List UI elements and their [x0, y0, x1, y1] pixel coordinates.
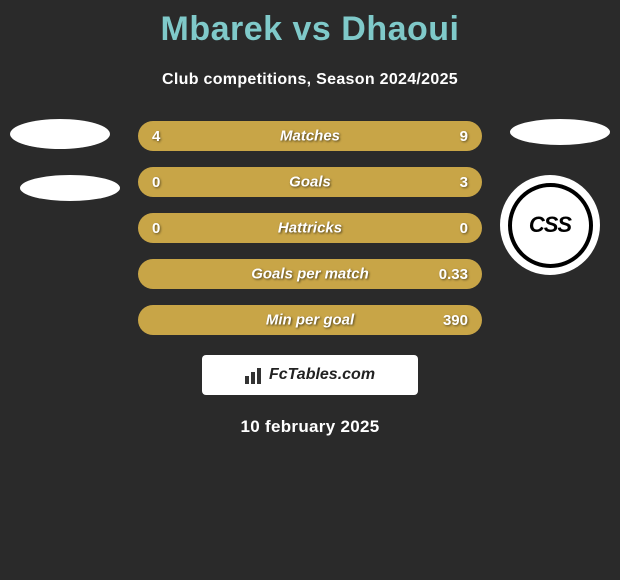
stat-rows: 4 Matches 9 0 Goals 3 0 Hattricks 0 Goal…: [138, 119, 482, 335]
stat-label: Goals: [289, 174, 331, 191]
stat-right-value: 3: [438, 174, 468, 191]
stat-label: Goals per match: [251, 266, 369, 283]
player-right-badge-1: [510, 119, 610, 145]
page-title: Mbarek vs Dhaoui: [0, 0, 620, 49]
subtitle: Club competitions, Season 2024/2025: [0, 71, 620, 89]
player-right-badge-2: CSS: [500, 175, 600, 275]
stat-row-goals: 0 Goals 3: [138, 167, 482, 197]
stats-area: CSS 4 Matches 9 0 Goals 3 0 Hattricks 0 …: [0, 119, 620, 335]
brand-text: FcTables.com: [269, 366, 375, 384]
club-logo-css: CSS: [508, 183, 593, 268]
stat-right-value: 0.33: [438, 266, 468, 283]
stat-row-matches: 4 Matches 9: [138, 121, 482, 151]
comparison-card: Mbarek vs Dhaoui Club competitions, Seas…: [0, 0, 620, 580]
stat-left-value: 0: [152, 220, 182, 237]
stat-right-value: 9: [438, 128, 468, 145]
stat-left-value: 4: [152, 128, 182, 145]
stat-row-hattricks: 0 Hattricks 0: [138, 213, 482, 243]
stat-left-value: 0: [152, 174, 182, 191]
player-left-badge-1: [10, 119, 110, 149]
brand-badge[interactable]: FcTables.com: [202, 355, 418, 395]
stat-label: Hattricks: [278, 220, 342, 237]
stat-label: Matches: [280, 128, 340, 145]
stat-row-min-per-goal: Min per goal 390: [138, 305, 482, 335]
player-left-badge-2: [20, 175, 120, 201]
stat-label: Min per goal: [266, 312, 354, 329]
stat-right-value: 390: [438, 312, 468, 329]
stat-right-value: 0: [438, 220, 468, 237]
stat-row-goals-per-match: Goals per match 0.33: [138, 259, 482, 289]
date-text: 10 february 2025: [0, 417, 620, 437]
chart-icon: [245, 366, 265, 384]
